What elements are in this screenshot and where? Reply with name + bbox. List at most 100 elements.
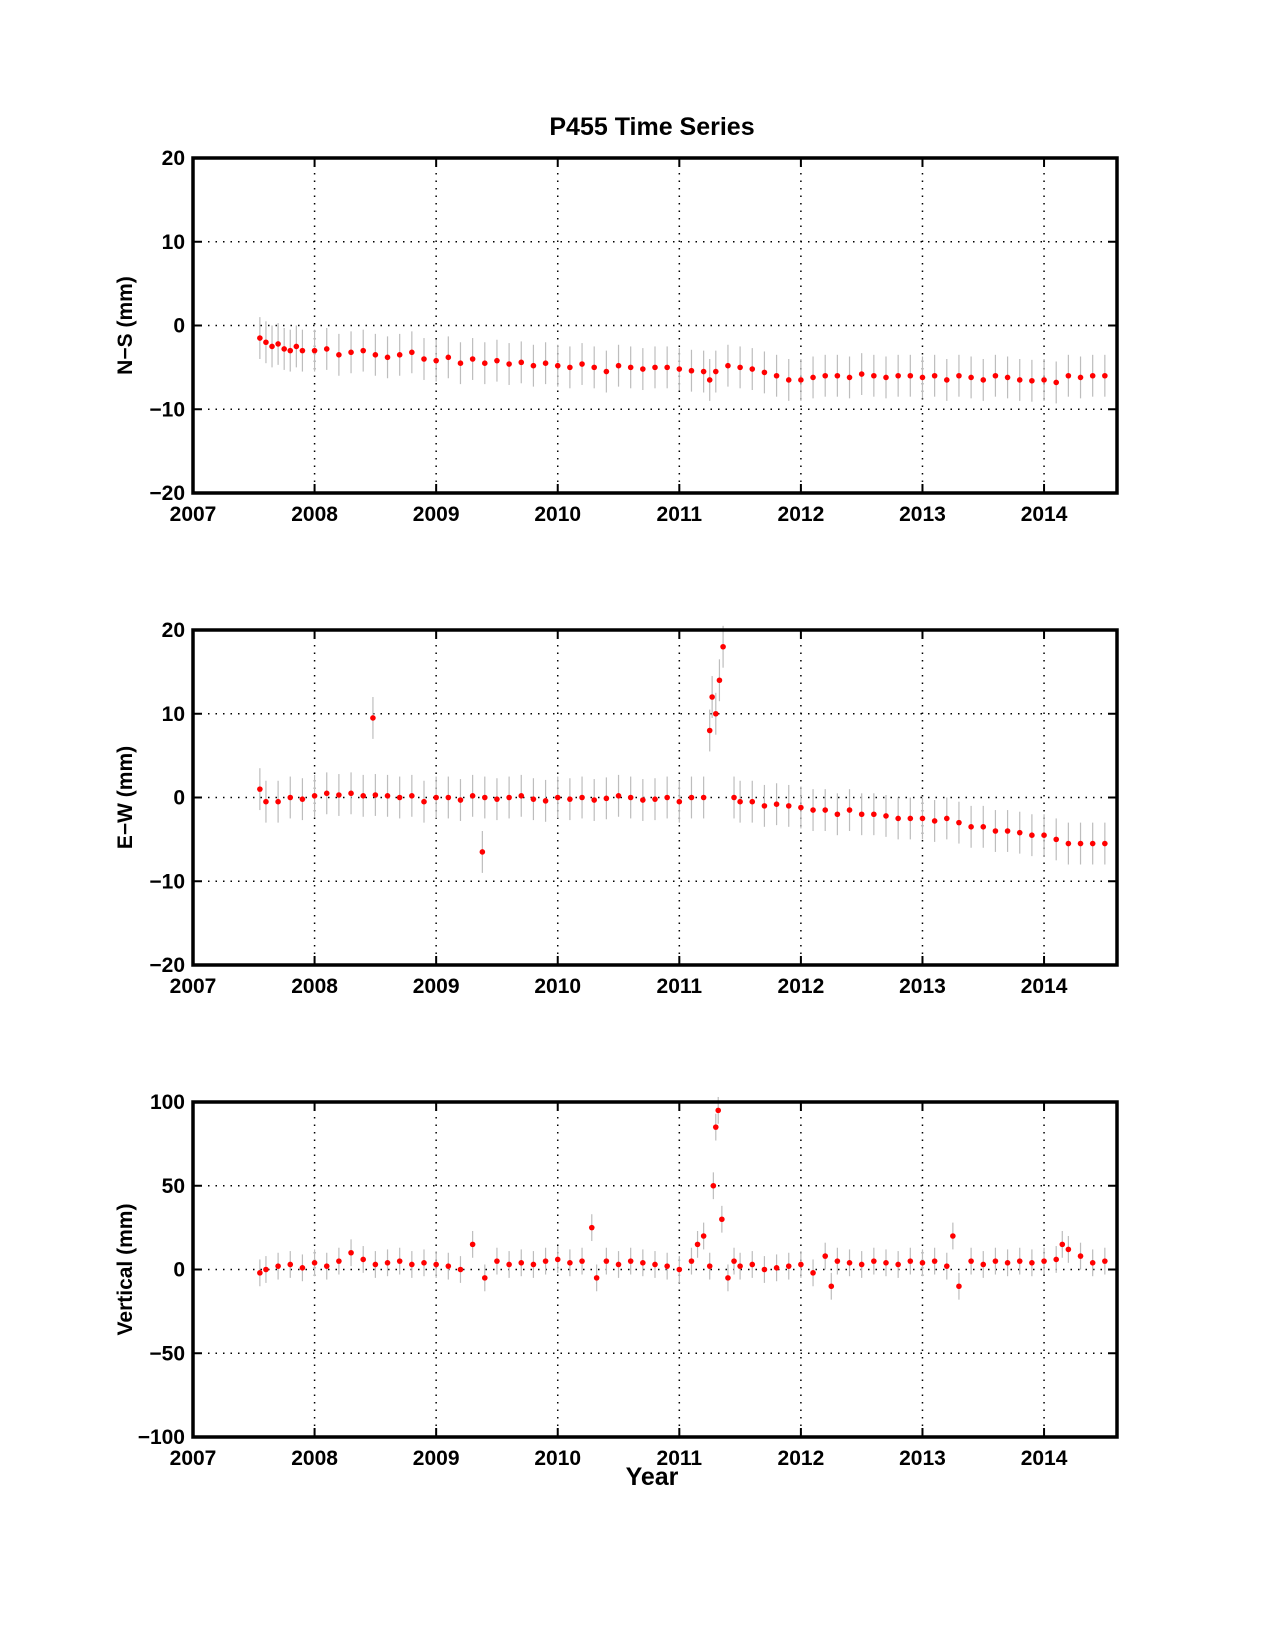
x-tick-label: 2011 [657, 975, 703, 998]
data-point [518, 359, 525, 366]
data-point [372, 1261, 379, 1268]
panel-north-south: 2007 2008 2009 2010 2011 2012 2013 2014 −20 −10 0 1… [114, 147, 1119, 526]
data-point [846, 1260, 853, 1266]
data-point [907, 372, 914, 379]
data-point [919, 815, 926, 822]
data-point [567, 796, 573, 802]
x-tick-label: 2014 [1021, 503, 1068, 526]
data-point [1059, 1241, 1066, 1248]
data-point [810, 807, 816, 813]
data-point [591, 797, 598, 803]
data-point [554, 362, 561, 369]
data-point [749, 798, 756, 805]
data-point [810, 374, 816, 381]
data-point [293, 343, 300, 350]
x-tick-label: 2009 [413, 1447, 460, 1470]
data-point [445, 1263, 452, 1269]
data-point [720, 643, 726, 650]
data-point [311, 347, 318, 354]
panel-vertical: 2007 2008 2009 2010 2011 2012 2013 2014 −100 −50 0… [114, 1091, 1119, 1470]
data-point [591, 364, 598, 371]
data-point [263, 1266, 269, 1273]
data-point [980, 377, 987, 383]
data-point [773, 1265, 780, 1271]
data-point [883, 374, 889, 381]
data-point [299, 347, 306, 354]
x-tick-label: 2010 [534, 1447, 581, 1470]
data-point [785, 803, 792, 809]
data-point [299, 1265, 306, 1271]
data-point [709, 694, 715, 700]
data-point [700, 794, 707, 801]
data-point [518, 1260, 525, 1266]
data-point [481, 360, 488, 366]
data-point [257, 1270, 263, 1276]
data-point [421, 356, 427, 362]
data-point [275, 798, 281, 805]
data-point [506, 794, 512, 801]
data-point [731, 1258, 737, 1264]
data-point [554, 794, 561, 801]
data-point [615, 1261, 622, 1268]
data-point [311, 793, 318, 799]
data-point [719, 1216, 725, 1223]
data-point [579, 794, 585, 801]
x-tick-label: 2011 [657, 503, 703, 526]
data-point [370, 715, 376, 721]
x-tick-label: 2014 [1021, 1447, 1068, 1470]
data-point [469, 356, 476, 362]
x-tick-label: 2014 [1021, 975, 1068, 998]
data-point [943, 377, 950, 383]
data-point [506, 361, 512, 367]
data-point [323, 346, 330, 352]
data-point [481, 1275, 488, 1281]
data-point [688, 794, 695, 801]
data-point [603, 368, 610, 375]
data-point [931, 818, 938, 824]
data-point [652, 364, 658, 371]
data-point [640, 366, 646, 372]
data-point [1089, 1260, 1096, 1266]
data-point [481, 794, 488, 801]
data-point [858, 811, 865, 818]
data-point [1077, 840, 1084, 847]
x-tick-label: 2012 [778, 975, 825, 998]
data-point [640, 1260, 646, 1266]
data-point [299, 796, 306, 802]
data-point [710, 1182, 717, 1189]
data-point [992, 1258, 999, 1264]
data-point [593, 1275, 600, 1281]
data-point [956, 1283, 962, 1290]
data-point [336, 352, 342, 358]
data-point [384, 354, 391, 361]
data-point [715, 1107, 722, 1114]
data-point [871, 1258, 877, 1264]
data-point [883, 813, 889, 819]
data-point [1029, 832, 1035, 838]
data-point [907, 815, 914, 822]
data-point [421, 798, 427, 805]
data-point [506, 1261, 512, 1268]
data-point [785, 1263, 792, 1269]
y-tick-label: 20 [162, 619, 185, 642]
data-point [968, 824, 974, 830]
data-point [409, 793, 415, 799]
data-point [530, 362, 537, 369]
y-axis-label: Vertical (mm) [114, 1204, 137, 1336]
data-point [761, 803, 768, 809]
data-point [530, 1261, 537, 1268]
data-point [257, 786, 263, 792]
data-point [615, 362, 622, 369]
data-point [956, 372, 962, 379]
data-point [688, 1258, 695, 1264]
data-point [871, 372, 877, 379]
data-point [457, 797, 464, 803]
data-point [396, 794, 403, 801]
data-point [919, 374, 926, 381]
data-point [588, 1224, 595, 1231]
data-point [1016, 1258, 1023, 1264]
data-point [712, 710, 719, 717]
y-tick-label: 0 [173, 787, 185, 810]
data-point [676, 1266, 683, 1273]
